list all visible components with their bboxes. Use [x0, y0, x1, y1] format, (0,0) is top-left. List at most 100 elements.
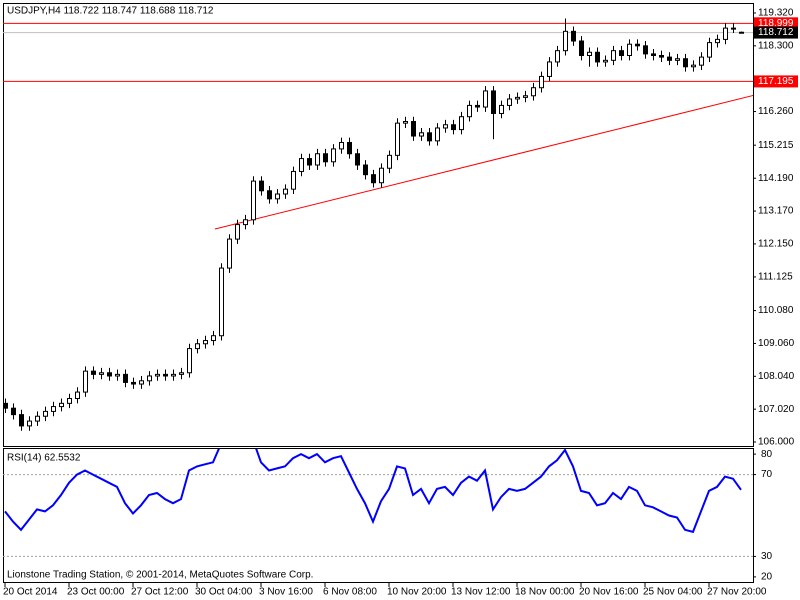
trendline	[214, 95, 753, 230]
candle-body	[27, 420, 32, 427]
candle-body	[75, 391, 80, 400]
candle-body	[451, 124, 456, 131]
candle-body	[339, 141, 344, 150]
y-tick-label: 106.000	[758, 437, 795, 448]
candle-body	[667, 56, 672, 61]
candle-body	[475, 104, 480, 108]
candle-body	[331, 148, 336, 163]
footer: Lionstone Trading Station, © 2001-2014, …	[7, 570, 313, 581]
x-tick-label: 3 Nov 16:00	[259, 587, 313, 598]
candle-body	[547, 61, 552, 77]
candle-body	[675, 58, 680, 61]
candle-body	[3, 402, 8, 409]
x-tick-label: 30 Oct 04:00	[195, 587, 253, 598]
candle-body	[267, 190, 272, 200]
candle-body	[707, 42, 712, 58]
rsi-tick-label: 30	[761, 551, 773, 562]
candle-body	[683, 58, 688, 68]
candle-body	[579, 40, 584, 57]
candle-body	[187, 348, 192, 374]
candle-body	[619, 50, 624, 57]
candle-body	[155, 373, 160, 377]
candle-body	[627, 43, 632, 57]
candle-body	[531, 87, 536, 97]
price-label: 117.195	[758, 76, 794, 87]
rsi-label: RSI(14) 62.5532	[7, 453, 81, 464]
candle-body	[315, 153, 320, 166]
candle-body	[43, 410, 48, 417]
candle-body	[139, 380, 144, 385]
candle-body	[483, 90, 488, 108]
rsi-plot	[3, 449, 753, 557]
candle-body	[51, 406, 56, 412]
candle-body	[715, 38, 720, 44]
candle-body	[259, 180, 264, 192]
candle-body	[275, 193, 280, 200]
candle-body	[211, 335, 216, 342]
x-tick-label: 23 Oct 00:00	[67, 587, 125, 598]
candle-body	[243, 219, 248, 226]
candle-body	[739, 31, 744, 34]
x-tick-label: 13 Nov 12:00	[451, 587, 511, 598]
x-tick-label: 10 Nov 20:00	[387, 587, 447, 598]
candle-body	[499, 104, 504, 114]
x-tick-label: 27 Nov 20:00	[707, 587, 767, 598]
candle-body	[291, 170, 296, 190]
y-tick-label: 107.020	[758, 404, 795, 415]
main-panel	[3, 3, 754, 447]
candle-body	[371, 174, 376, 184]
candle-body	[643, 45, 648, 55]
price-label: 118.712	[758, 27, 794, 38]
x-tick-label: 27 Oct 12:00	[131, 587, 189, 598]
candle-body	[491, 90, 496, 114]
candle-body	[195, 343, 200, 350]
candle-body	[299, 158, 304, 172]
y-tick-label: 119.320	[758, 8, 794, 19]
y-tick-label: 116.260	[758, 106, 794, 117]
candle-body	[659, 55, 664, 58]
y-tick-label: 118.300	[758, 40, 794, 51]
candle-body	[563, 30, 568, 52]
axes: 119.320 118.300 116.260 115.215 114.190 113.1…	[3, 8, 798, 598]
candle-body	[443, 124, 448, 129]
candle-body	[347, 141, 352, 155]
candle-body	[539, 75, 544, 89]
candle-body	[11, 407, 16, 416]
candle-body	[731, 27, 736, 30]
y-tick-label: 108.040	[758, 371, 795, 382]
y-tick-label: 115.215	[758, 140, 794, 151]
candle-body	[651, 53, 656, 57]
rsi-tick-label: 70	[761, 469, 773, 480]
candle-body	[555, 50, 560, 63]
candle-body	[91, 370, 96, 375]
x-tick-label: 20 Oct 2014	[3, 587, 58, 598]
candle-body	[603, 59, 608, 63]
candle-body	[691, 64, 696, 68]
candle-body	[131, 381, 136, 385]
candle-body	[395, 122, 400, 156]
y-tick-label: 111.125	[758, 272, 793, 283]
y-tick-label: 112.150	[758, 239, 794, 250]
candle-body	[107, 372, 112, 377]
candle-body	[115, 373, 120, 377]
candle-body	[515, 96, 520, 100]
chart-header: USDJPY,H4 118.722 118.747 118.688 118.71…	[7, 6, 214, 17]
candle-body	[459, 116, 464, 131]
rsi-line	[4, 449, 742, 534]
candle-body	[467, 104, 472, 118]
candle-body	[611, 50, 616, 61]
candle-body	[99, 372, 104, 375]
candle-body	[171, 373, 176, 377]
x-tick-label: 25 Nov 04:00	[643, 587, 703, 598]
candle-body	[123, 373, 128, 383]
candle-body	[307, 158, 312, 166]
candle-body	[419, 132, 424, 137]
candle-body	[83, 370, 88, 393]
candle-body	[595, 51, 600, 63]
candle-body	[203, 340, 208, 345]
candle-body	[355, 153, 360, 166]
rsi-tick-label: 80	[761, 449, 773, 460]
candle-body	[387, 154, 392, 169]
x-tick-label: 6 Nov 08:00	[323, 587, 377, 598]
price-label-box	[754, 75, 798, 88]
